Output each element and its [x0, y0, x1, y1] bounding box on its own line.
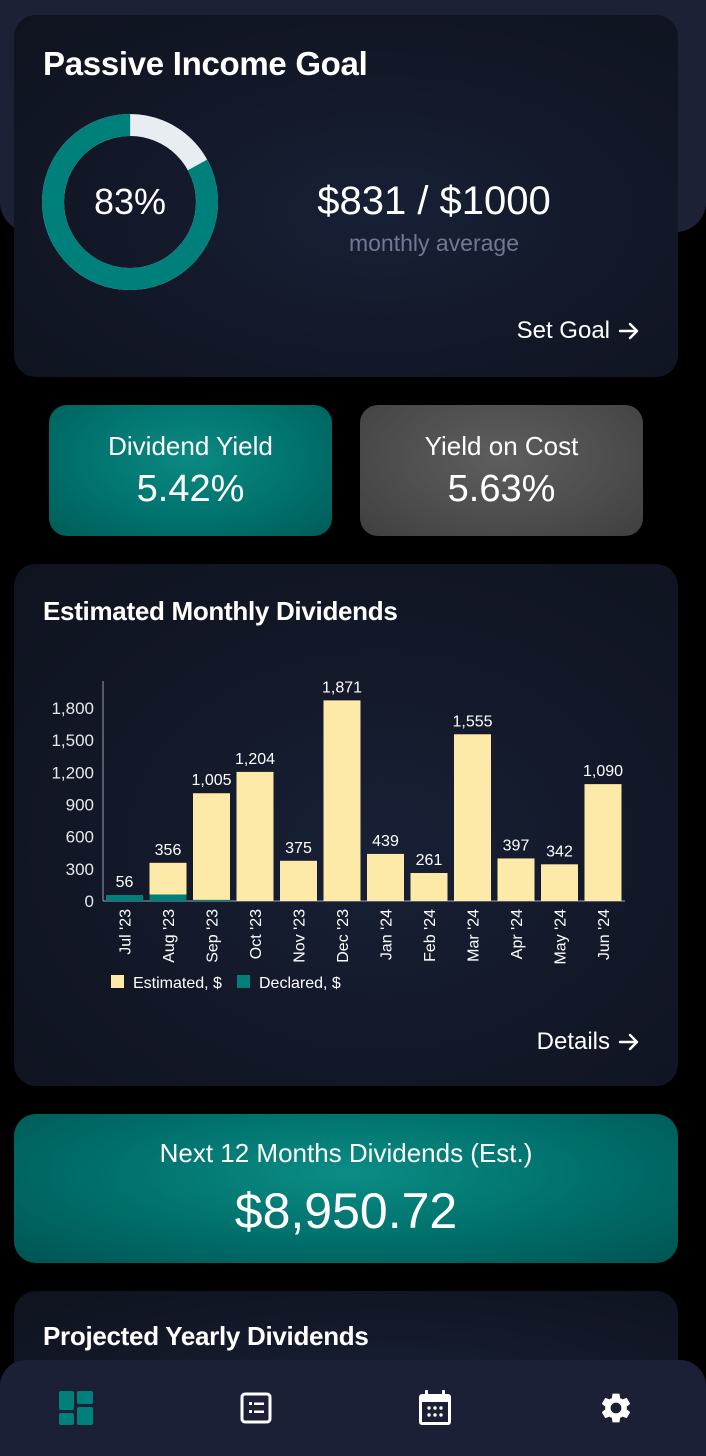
svg-text:Jan '24: Jan '24: [379, 909, 396, 960]
arrow-right-icon: [618, 322, 639, 340]
nav-dashboard[interactable]: [56, 1388, 96, 1428]
svg-text:342: 342: [546, 843, 573, 860]
goal-subtitle: monthly average: [348, 230, 520, 256]
svg-text:Feb '24: Feb '24: [422, 909, 439, 962]
details-label: Details: [536, 1028, 610, 1055]
monthly-dividends-title: Estimated Monthly Dividends: [43, 596, 398, 626]
svg-text:375: 375: [285, 840, 312, 857]
nav-settings[interactable]: [596, 1388, 636, 1428]
svg-text:Aug '23: Aug '23: [161, 909, 178, 963]
svg-text:1,871: 1,871: [322, 679, 362, 696]
goal-percent: 83%: [93, 181, 167, 222]
svg-text:Declared, $: Declared, $: [259, 975, 341, 992]
monthly-dividends-card: Estimated Monthly Dividends 0 300 600 900 1,…: [14, 564, 678, 1086]
calendar-icon: [419, 1390, 451, 1425]
bottom-nav: [0, 1360, 706, 1456]
yield-on-cost-label: Yield on Cost: [424, 430, 579, 461]
svg-text:1,800: 1,800: [51, 699, 94, 718]
set-goal-label: Set Goal: [516, 317, 610, 344]
svg-text:Oct '23: Oct '23: [248, 909, 265, 959]
dividend-yield-card[interactable]: Dividend Yield 5.42%: [49, 405, 332, 536]
monthly-dividends-chart: 0 300 600 900 1,200 1,500 1,800 56 Jul '23 356 Aug…: [51, 679, 625, 992]
svg-text:Jul '23: Jul '23: [118, 909, 135, 955]
yield-on-cost-value: 5.63%: [447, 467, 556, 510]
next-12-months-card[interactable]: Next 12 Months Dividends (Est.) $8,950.7…: [14, 1114, 678, 1263]
svg-text:397: 397: [503, 837, 530, 854]
passive-income-goal-card: Passive Income Goal 83% $831 / $1000 mon…: [14, 15, 678, 377]
projected-yearly-title: Projected Yearly Dividends: [43, 1321, 369, 1351]
dividend-yield-value: 5.42%: [136, 467, 245, 510]
svg-text:56: 56: [116, 874, 134, 891]
svg-text:Nov '23: Nov '23: [292, 909, 309, 963]
svg-text:1,005: 1,005: [191, 772, 231, 789]
svg-text:600: 600: [66, 828, 94, 847]
svg-text:Dec '23: Dec '23: [335, 909, 352, 963]
svg-text:Mar '24: Mar '24: [466, 909, 483, 962]
svg-text:356: 356: [155, 842, 182, 859]
yield-on-cost-card[interactable]: Yield on Cost 5.63%: [360, 405, 643, 536]
arrow-right-icon: [618, 1033, 639, 1051]
svg-text:900: 900: [66, 796, 94, 815]
next-12-months-label: Next 12 Months Dividends (Est.): [159, 1138, 533, 1168]
svg-text:Estimated, $: Estimated, $: [133, 975, 222, 992]
details-button[interactable]: Details: [537, 1028, 640, 1056]
svg-text:439: 439: [372, 833, 399, 850]
svg-text:Apr '24: Apr '24: [509, 909, 526, 959]
list-icon: [240, 1392, 272, 1424]
svg-text:300: 300: [66, 860, 94, 879]
dashboard-icon: [59, 1391, 93, 1425]
svg-text:1,200: 1,200: [51, 763, 94, 782]
svg-text:1,204: 1,204: [235, 751, 275, 768]
goal-title: Passive Income Goal: [43, 45, 368, 82]
svg-text:Sep '23: Sep '23: [205, 909, 222, 963]
goal-amount: $831 / $1000: [317, 179, 551, 223]
svg-text:1,500: 1,500: [51, 731, 94, 750]
gear-icon: [601, 1393, 631, 1423]
svg-text:1,555: 1,555: [452, 713, 492, 730]
set-goal-button[interactable]: Set Goal: [517, 317, 640, 345]
svg-text:1,090: 1,090: [583, 763, 623, 780]
svg-text:Jun '24: Jun '24: [596, 909, 613, 960]
goal-progress-ring: [42, 114, 218, 290]
svg-text:May '24: May '24: [553, 909, 570, 965]
dividend-yield-label: Dividend Yield: [108, 430, 273, 461]
svg-text:261: 261: [416, 852, 443, 869]
next-12-months-value: $8,950.72: [234, 1183, 458, 1239]
nav-list[interactable]: [236, 1388, 276, 1428]
svg-text:0: 0: [85, 892, 94, 911]
nav-calendar[interactable]: [415, 1388, 455, 1428]
